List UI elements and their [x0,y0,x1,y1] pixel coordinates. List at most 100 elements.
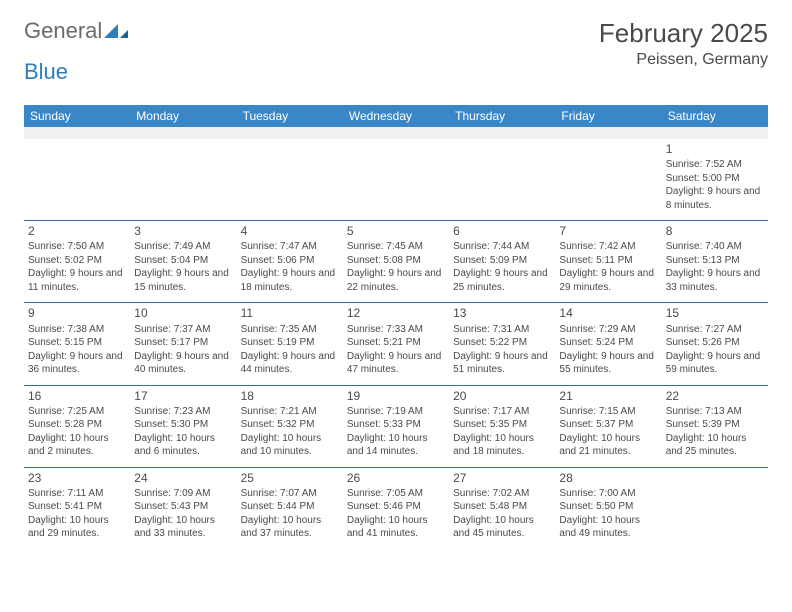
sunrise-text: Sunrise: 7:37 AM [134,323,232,337]
week-row: 16Sunrise: 7:25 AMSunset: 5:28 PMDayligh… [24,385,768,467]
daylight-text: Daylight: 9 hours and 55 minutes. [559,350,657,377]
sunrise-text: Sunrise: 7:17 AM [453,405,551,419]
daylight-text: Daylight: 9 hours and 44 minutes. [241,350,339,377]
daylight-text: Daylight: 9 hours and 36 minutes. [28,350,126,377]
sunset-text: Sunset: 5:37 PM [559,418,657,432]
sunset-text: Sunset: 5:35 PM [453,418,551,432]
sunrise-text: Sunrise: 7:45 AM [347,240,445,254]
sunrise-text: Sunrise: 7:50 AM [28,240,126,254]
week-row: 1Sunrise: 7:52 AMSunset: 5:00 PMDaylight… [24,139,768,221]
daylight-text: Daylight: 10 hours and 18 minutes. [453,432,551,459]
sunset-text: Sunset: 5:32 PM [241,418,339,432]
day-header: Monday [130,105,236,127]
logo: General [24,18,128,44]
day-number: 19 [347,388,445,404]
daylight-text: Daylight: 9 hours and 47 minutes. [347,350,445,377]
day-cell: 6Sunrise: 7:44 AMSunset: 5:09 PMDaylight… [449,221,555,303]
sunset-text: Sunset: 5:21 PM [347,336,445,350]
day-number: 8 [666,223,764,239]
day-number: 25 [241,470,339,486]
day-cell: 8Sunrise: 7:40 AMSunset: 5:13 PMDaylight… [662,221,768,303]
sunrise-text: Sunrise: 7:13 AM [666,405,764,419]
day-number: 28 [559,470,657,486]
sunrise-text: Sunrise: 7:47 AM [241,240,339,254]
sunset-text: Sunset: 5:09 PM [453,254,551,268]
day-number: 11 [241,305,339,321]
calendar-table: SundayMondayTuesdayWednesdayThursdayFrid… [24,105,768,549]
sunset-text: Sunset: 5:39 PM [666,418,764,432]
sunset-text: Sunset: 5:15 PM [28,336,126,350]
day-header: Wednesday [343,105,449,127]
day-number: 10 [134,305,232,321]
day-cell: 14Sunrise: 7:29 AMSunset: 5:24 PMDayligh… [555,303,661,385]
day-cell: 1Sunrise: 7:52 AMSunset: 5:00 PMDaylight… [662,139,768,221]
sunset-text: Sunset: 5:22 PM [453,336,551,350]
day-cell: 15Sunrise: 7:27 AMSunset: 5:26 PMDayligh… [662,303,768,385]
day-header: Sunday [24,105,130,127]
day-cell [130,139,236,221]
sunrise-text: Sunrise: 7:44 AM [453,240,551,254]
logo-text-gray: General [24,18,102,44]
month-title: February 2025 [599,18,768,49]
sunset-text: Sunset: 5:33 PM [347,418,445,432]
day-cell: 18Sunrise: 7:21 AMSunset: 5:32 PMDayligh… [237,385,343,467]
day-cell [24,139,130,221]
day-number: 6 [453,223,551,239]
sunrise-text: Sunrise: 7:09 AM [134,487,232,501]
sunset-text: Sunset: 5:06 PM [241,254,339,268]
day-header: Friday [555,105,661,127]
week-row: 9Sunrise: 7:38 AMSunset: 5:15 PMDaylight… [24,303,768,385]
daylight-text: Daylight: 10 hours and 37 minutes. [241,514,339,541]
sunrise-text: Sunrise: 7:11 AM [28,487,126,501]
sunset-text: Sunset: 5:46 PM [347,500,445,514]
sunset-text: Sunset: 5:00 PM [666,172,764,186]
sail-icon [104,24,128,38]
day-number: 27 [453,470,551,486]
sunset-text: Sunset: 5:02 PM [28,254,126,268]
sunrise-text: Sunrise: 7:27 AM [666,323,764,337]
sunset-text: Sunset: 5:17 PM [134,336,232,350]
sunrise-text: Sunrise: 7:33 AM [347,323,445,337]
day-cell [555,139,661,221]
daylight-text: Daylight: 9 hours and 15 minutes. [134,267,232,294]
sunrise-text: Sunrise: 7:19 AM [347,405,445,419]
day-number: 14 [559,305,657,321]
daylight-text: Daylight: 10 hours and 6 minutes. [134,432,232,459]
day-cell: 26Sunrise: 7:05 AMSunset: 5:46 PMDayligh… [343,467,449,549]
sunrise-text: Sunrise: 7:25 AM [28,405,126,419]
daylight-text: Daylight: 9 hours and 18 minutes. [241,267,339,294]
sunset-text: Sunset: 5:04 PM [134,254,232,268]
day-cell: 24Sunrise: 7:09 AMSunset: 5:43 PMDayligh… [130,467,236,549]
sunrise-text: Sunrise: 7:35 AM [241,323,339,337]
sunset-text: Sunset: 5:28 PM [28,418,126,432]
day-header: Tuesday [237,105,343,127]
day-number: 22 [666,388,764,404]
day-cell: 19Sunrise: 7:19 AMSunset: 5:33 PMDayligh… [343,385,449,467]
week-row: 23Sunrise: 7:11 AMSunset: 5:41 PMDayligh… [24,467,768,549]
sunrise-text: Sunrise: 7:40 AM [666,240,764,254]
sunrise-text: Sunrise: 7:15 AM [559,405,657,419]
day-cell: 11Sunrise: 7:35 AMSunset: 5:19 PMDayligh… [237,303,343,385]
daylight-text: Daylight: 10 hours and 2 minutes. [28,432,126,459]
day-cell: 13Sunrise: 7:31 AMSunset: 5:22 PMDayligh… [449,303,555,385]
sunset-text: Sunset: 5:48 PM [453,500,551,514]
sunrise-text: Sunrise: 7:49 AM [134,240,232,254]
sunrise-text: Sunrise: 7:05 AM [347,487,445,501]
day-cell: 9Sunrise: 7:38 AMSunset: 5:15 PMDaylight… [24,303,130,385]
day-number: 13 [453,305,551,321]
daylight-text: Daylight: 9 hours and 33 minutes. [666,267,764,294]
day-cell: 16Sunrise: 7:25 AMSunset: 5:28 PMDayligh… [24,385,130,467]
week-row: 2Sunrise: 7:50 AMSunset: 5:02 PMDaylight… [24,221,768,303]
daylight-text: Daylight: 10 hours and 29 minutes. [28,514,126,541]
daylight-text: Daylight: 10 hours and 45 minutes. [453,514,551,541]
day-cell [449,139,555,221]
day-number: 1 [666,141,764,157]
day-number: 23 [28,470,126,486]
day-number: 16 [28,388,126,404]
day-cell: 3Sunrise: 7:49 AMSunset: 5:04 PMDaylight… [130,221,236,303]
day-header: Saturday [662,105,768,127]
day-number: 18 [241,388,339,404]
sunset-text: Sunset: 5:26 PM [666,336,764,350]
sunset-text: Sunset: 5:13 PM [666,254,764,268]
day-number: 12 [347,305,445,321]
